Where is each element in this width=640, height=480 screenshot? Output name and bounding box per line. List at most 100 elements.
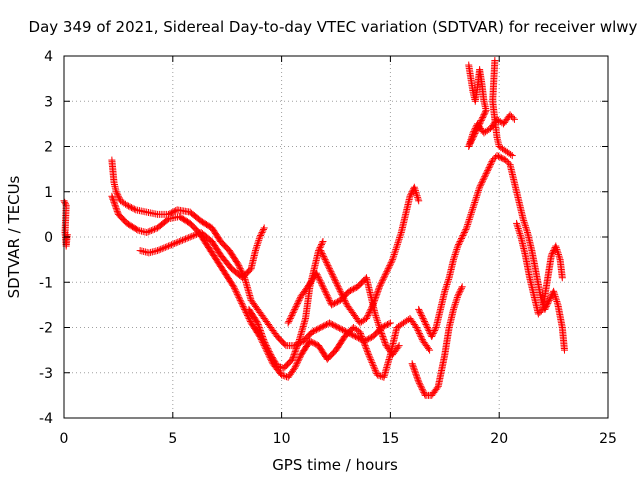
data-point <box>149 226 157 234</box>
data-point <box>319 238 327 246</box>
data-point <box>556 254 564 262</box>
data-point <box>420 316 428 324</box>
data-point <box>549 248 557 256</box>
data-point <box>420 388 428 396</box>
data-point <box>236 263 244 271</box>
data-point <box>418 311 426 319</box>
data-point <box>550 289 558 297</box>
data-point <box>295 355 303 363</box>
data-point <box>508 152 516 160</box>
data-point <box>127 204 135 212</box>
data-point <box>319 251 327 259</box>
data-point <box>171 239 179 247</box>
data-point <box>453 244 461 252</box>
data-point <box>373 289 381 297</box>
data-point <box>423 324 431 331</box>
data-point <box>373 315 381 323</box>
data-point <box>334 324 342 331</box>
data-point <box>521 220 529 228</box>
data-point <box>152 225 160 233</box>
data-point <box>378 331 386 339</box>
data-point <box>470 202 478 210</box>
data-point <box>547 251 555 259</box>
data-point <box>415 197 423 205</box>
data-point <box>325 319 333 327</box>
data-point <box>390 251 398 259</box>
data-point <box>146 227 154 235</box>
data-point <box>275 363 283 371</box>
data-point <box>292 302 300 310</box>
data-point <box>321 256 329 264</box>
data-point <box>411 369 419 377</box>
data-point <box>262 340 270 348</box>
y-tick-label: 3 <box>44 94 53 110</box>
data-point <box>506 111 514 119</box>
data-point <box>379 334 387 342</box>
data-point <box>381 271 389 279</box>
data-point <box>416 381 424 389</box>
data-point <box>313 271 321 279</box>
data-point <box>253 241 261 249</box>
data-point <box>483 168 491 176</box>
data-point <box>471 197 479 205</box>
data-point <box>481 109 489 117</box>
data-point <box>320 253 328 261</box>
data-point <box>371 295 379 303</box>
data-point <box>371 366 379 374</box>
data-point <box>331 299 339 307</box>
data-point <box>499 155 507 163</box>
data-point <box>558 274 566 282</box>
data-point <box>371 296 379 304</box>
data-point <box>548 250 556 258</box>
data-point <box>321 287 329 295</box>
data-point <box>306 337 314 345</box>
data-point <box>385 320 393 328</box>
data-point <box>450 254 458 262</box>
data-point <box>362 343 370 351</box>
data-point <box>407 189 415 197</box>
data-point <box>308 328 316 336</box>
data-point <box>466 214 474 222</box>
data-point <box>341 296 349 304</box>
data-point <box>477 116 485 124</box>
data-point <box>331 277 339 285</box>
data-point <box>550 287 558 295</box>
data-point <box>154 247 162 255</box>
data-point <box>366 354 374 362</box>
data-point <box>161 243 169 251</box>
data-point <box>367 357 375 365</box>
data-point <box>481 108 489 116</box>
data-point <box>296 295 304 303</box>
data-point <box>331 322 339 330</box>
data-point <box>367 305 375 313</box>
data-point <box>257 328 265 336</box>
data-point <box>406 192 414 200</box>
data-point <box>415 378 423 386</box>
y-tick-label: -3 <box>39 366 53 382</box>
data-point <box>396 232 404 240</box>
data-point <box>510 115 518 123</box>
data-point <box>471 198 479 206</box>
data-point <box>317 278 325 286</box>
data-point <box>480 111 488 119</box>
data-point <box>183 234 191 242</box>
data-point <box>407 191 415 199</box>
data-point <box>444 277 452 285</box>
data-point <box>362 314 370 322</box>
data-point <box>108 192 116 200</box>
data-point <box>110 197 118 205</box>
data-point <box>460 230 468 238</box>
data-point <box>392 244 400 252</box>
data-point <box>382 340 390 348</box>
data-point <box>347 287 355 295</box>
data-point <box>182 235 190 243</box>
data-point <box>424 345 432 353</box>
data-point <box>523 227 531 235</box>
data-point <box>233 259 241 267</box>
data-point <box>484 167 492 175</box>
data-point <box>293 360 301 368</box>
data-point <box>345 287 353 295</box>
data-point <box>318 239 326 247</box>
data-point <box>457 286 465 294</box>
data-point <box>312 340 320 348</box>
